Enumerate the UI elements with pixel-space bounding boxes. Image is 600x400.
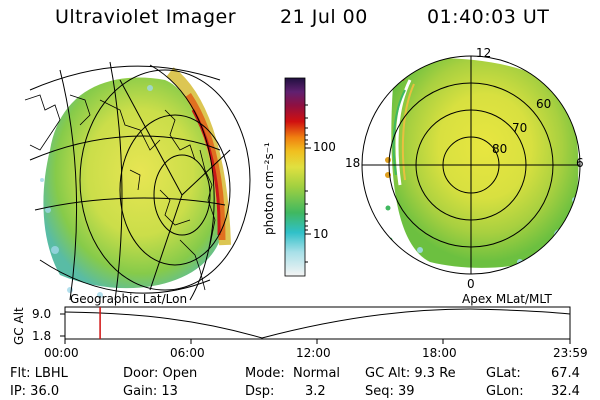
geo-aurora-band (185, 93, 226, 241)
polar-label-70: 70 (512, 121, 528, 135)
colorbar-tick-10: 10 (313, 227, 329, 241)
app-title: Ultraviolet Imager (55, 6, 237, 28)
altitude-strip (60, 306, 571, 344)
info-dsp-value: 3.2 (305, 384, 326, 399)
polar-label-12: 12 (476, 46, 492, 60)
colorbar-gradient (284, 77, 306, 277)
polar-label-80: 80 (492, 142, 508, 156)
time-label: 01:40:03 UT (427, 6, 550, 28)
altitude-tick-high: 9.0 (32, 307, 52, 321)
date-label: 21 Jul 00 (280, 6, 368, 28)
info-dsp-label: Dsp: (245, 384, 275, 399)
info-seq: Seq: 39 (365, 384, 415, 399)
polar-plot-title: Apex MLat/MLT (462, 292, 552, 306)
polar-aurora-fill (391, 58, 579, 268)
info-mode-value: Normal (293, 366, 341, 381)
colorbar (284, 77, 311, 277)
geographic-map (24, 61, 251, 301)
info-gain: Gain: 13 (123, 384, 178, 399)
time-tick-1800: 18:00 (422, 346, 457, 360)
altitude-curve (64, 308, 571, 339)
time-tick-0000: 00:00 (44, 346, 79, 360)
info-glon-value: 32.4 (551, 384, 580, 399)
polar-label-6: 6 (576, 156, 584, 170)
polar-label-0: 0 (467, 277, 475, 291)
polar-label-18: 18 (345, 156, 361, 170)
info-door: Door: Open (123, 366, 198, 381)
altitude-tick-low: 1.8 (32, 329, 52, 343)
polar-label-60: 60 (536, 97, 552, 111)
polar-plot (361, 55, 581, 275)
time-tick-0600: 06:00 (170, 346, 205, 360)
time-tick-2359: 23:59 (553, 346, 588, 360)
info-glon-label: GLon: (486, 384, 524, 399)
info-ip: IP: 36.0 (10, 384, 60, 399)
altitude-ylabel: GC Alt (12, 307, 26, 345)
colorbar-unit-label: photon cm⁻²s⁻¹ (262, 142, 276, 235)
info-gcalt: GC Alt: 9.3 Re (365, 366, 456, 381)
geo-plot-title: Geographic Lat/Lon (70, 292, 188, 306)
info-glat-value: 67.4 (551, 366, 580, 381)
info-glat-label: GLat: (486, 366, 521, 381)
info-flt: Flt: LBHL (10, 366, 68, 381)
polar-dayside-arcs (395, 79, 412, 186)
geo-aurora-fill (43, 77, 220, 289)
colorbar-tick-100: 100 (313, 140, 336, 154)
time-tick-1200: 12:00 (296, 346, 331, 360)
info-mode-label: Mode: (245, 366, 285, 381)
